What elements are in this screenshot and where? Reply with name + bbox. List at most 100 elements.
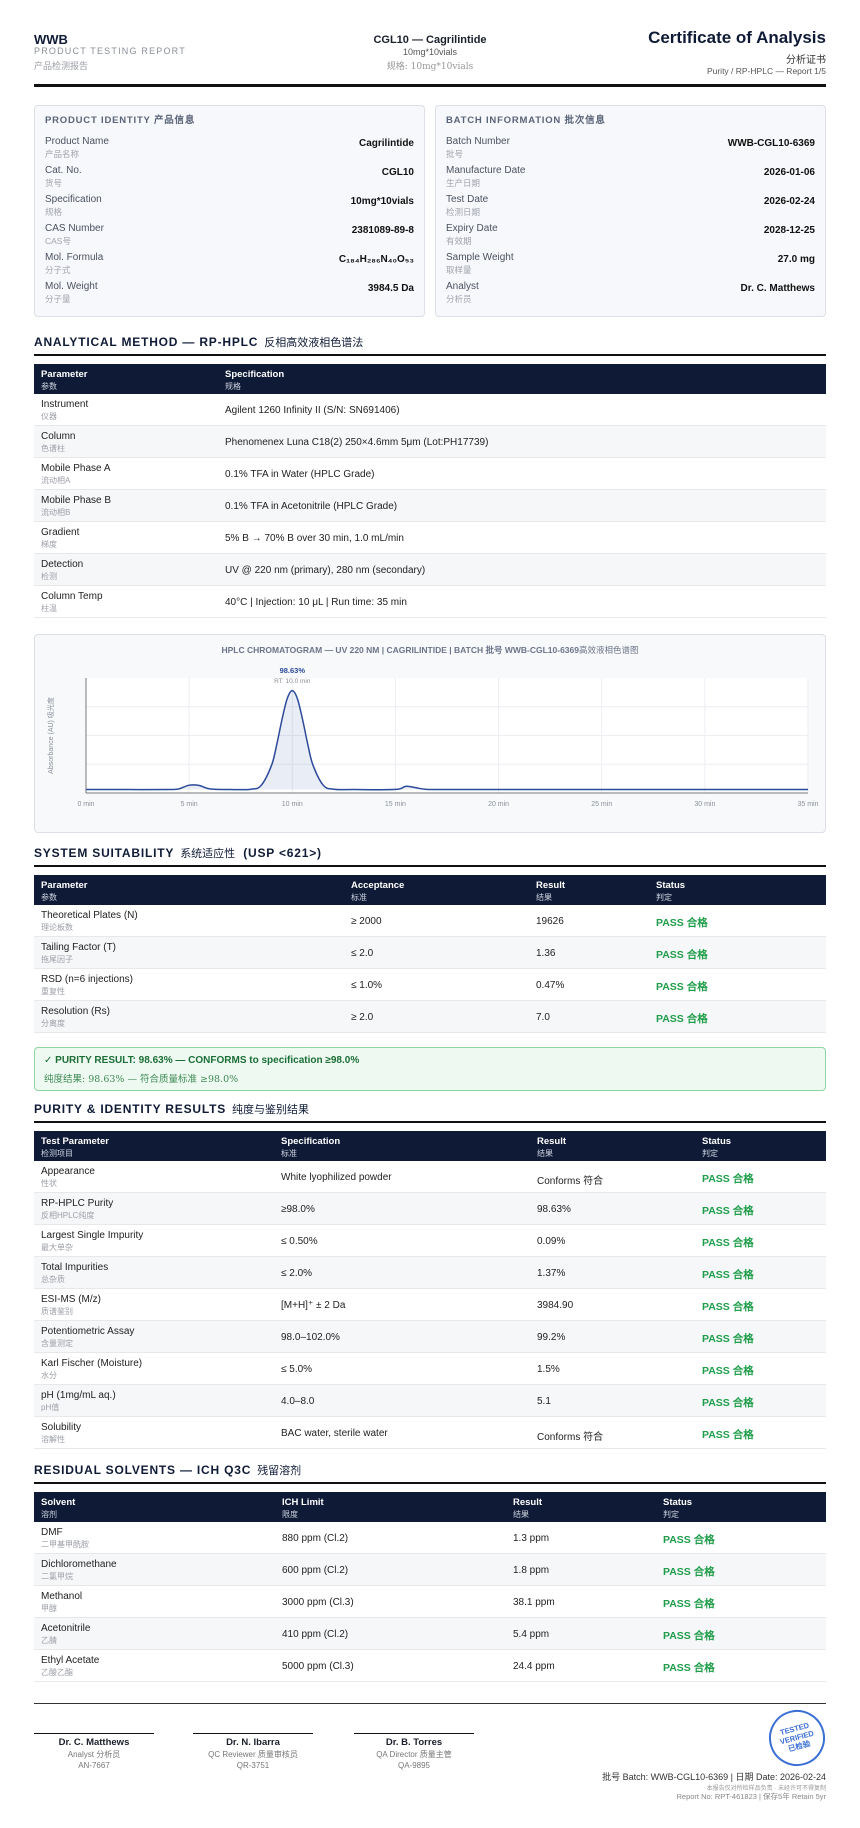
- header-cn: 规格: [225, 382, 241, 391]
- header-cn: 结果: [536, 893, 552, 902]
- info-label: Expiry Date: [446, 223, 498, 234]
- info-value: CGL10: [381, 167, 414, 178]
- analytical-method: ANALYTICAL METHOD — RP-HPLC 反相高效液相色谱法 Para…: [34, 332, 826, 618]
- cell: ≤ 5.0%: [281, 1364, 313, 1375]
- row-label-cn: 含量测定: [41, 1339, 73, 1348]
- cell: BAC water, sterile water: [281, 1428, 388, 1439]
- info-value: 10mg*10vials: [350, 196, 414, 207]
- info-row: Mol. Formula 分子式 C₁₈₄H₂₈₆N₄₀O₅₃: [45, 252, 414, 281]
- info-row: Sample Weight 取样量 27.0 mg: [446, 252, 815, 281]
- signature: Dr. C. Matthews Analyst 分析员 AN-7667: [34, 1733, 154, 1770]
- header: WWB PRODUCT TESTING REPORT 产品检测报告 CGL10 …: [34, 0, 826, 87]
- header-en: Parameter: [41, 880, 88, 891]
- info-label-cn: 生产日期: [446, 178, 481, 188]
- subtitle: PRODUCT TESTING REPORT: [34, 46, 186, 56]
- box-title: PRODUCT IDENTITY 产品信息: [45, 115, 196, 126]
- header-cn: 限度: [282, 1510, 298, 1519]
- cell: 5% B → 70% B over 30 min, 1.0 mL/min: [225, 533, 404, 544]
- info-value: 2026-02-24: [763, 196, 815, 207]
- chart-title: HPLC CHROMATOGRAM — UV 220 NM | CAGRILIN…: [221, 645, 638, 655]
- signer-role: Analyst 分析员: [67, 1750, 121, 1759]
- footer-note: 本报告仅对所检样品负责 · 未经许可不得复制: [706, 1786, 826, 1792]
- info-label: Test Date: [446, 194, 489, 205]
- row-label: Acetonitrile 乙腈: [41, 1618, 90, 1646]
- header-cell: Status 判定: [702, 1136, 731, 1159]
- signer-name: Dr. C. Matthews: [58, 1737, 130, 1748]
- info-label: Product Name: [45, 136, 109, 147]
- footer-batch: 批号 Batch: WWB-CGL10-6369 | 日期 Date: 2026…: [602, 1772, 826, 1782]
- row-label: Column Temp 柱温: [41, 586, 103, 614]
- table-row: Column 色谱柱 Phenomenex Luna C18(2) 250×4.6m…: [34, 426, 826, 458]
- info-label-cn: 分子量: [45, 294, 71, 304]
- cell: 5000 ppm (Cl.3): [282, 1661, 354, 1672]
- cell: 7.0: [536, 1012, 550, 1023]
- x-tick-label: 35 min: [797, 801, 818, 808]
- x-tick-label: 20 min: [488, 801, 509, 808]
- table-row: DMF 二甲基甲酰胺 880 ppm (Cl.2) 1.3 ppm PASS 合格: [34, 1522, 826, 1554]
- cell: 1.36: [536, 948, 556, 959]
- header-en: Acceptance: [351, 880, 405, 891]
- header-en: Parameter: [41, 369, 88, 380]
- cell: Phenomenex Luna C18(2) 250×4.6mm 5μm (Lo…: [225, 437, 489, 448]
- status: PASS 合格: [702, 1429, 754, 1441]
- signer-name: Dr. B. Torres: [385, 1737, 443, 1748]
- signer-role: QC Reviewer 质量审核员: [208, 1750, 298, 1759]
- row-label-en: Tailing Factor (T): [41, 942, 117, 953]
- row-label: Instrument 仪器: [41, 394, 88, 422]
- status: PASS 合格: [702, 1333, 754, 1345]
- header-cell: Result 结果: [513, 1497, 542, 1520]
- info-label: CAS Number: [45, 223, 104, 234]
- report-line: Purity / RP-HPLC — Report 1/5: [706, 66, 826, 76]
- header-cn: 结果: [513, 1510, 529, 1519]
- document: WWB PRODUCT TESTING REPORT 产品检测报告 CGL10 …: [34, 0, 826, 1682]
- row-label-en: Acetonitrile: [41, 1623, 91, 1634]
- info-value: 2381089-89-8: [351, 225, 414, 236]
- product: CGL10 — Cagrilintide: [373, 34, 487, 46]
- cell: 3984.90: [537, 1300, 574, 1311]
- status: PASS 合格: [656, 1013, 708, 1025]
- cell: White lyophilized powder: [281, 1172, 392, 1183]
- table: Solvent 溶剂 ICH Limit 限度 Result 结果 Status 判定 DMF 二…: [34, 1492, 826, 1682]
- cell: Conforms 符合: [537, 1176, 604, 1187]
- info-row: Manufacture Date 生产日期 2026-01-06: [446, 165, 815, 194]
- info-label-cn: CAS号: [45, 236, 71, 246]
- header-cell: Test Parameter 检测项目: [41, 1136, 109, 1159]
- info-row: Test Date 检测日期 2026-02-24: [446, 194, 815, 223]
- status: PASS 合格: [663, 1598, 715, 1610]
- header-en: Status: [702, 1136, 732, 1147]
- cell: UV @ 220 nm (primary), 280 nm (secondary…: [225, 565, 426, 576]
- header-cell: Status 判定: [656, 880, 685, 903]
- info-label-cn: 产品名称: [45, 149, 80, 159]
- residual-solvents: RESIDUAL SOLVENTS — ICH Q3C 残留溶剂 Solvent 溶剂…: [34, 1460, 826, 1682]
- row-label: pH (1mg/mL aq.) pH值: [41, 1385, 116, 1413]
- purity-identity: PURITY & IDENTITY RESULTS 纯度与鉴别结果 Test Par…: [34, 1099, 826, 1449]
- header-cn: 参数: [41, 893, 57, 902]
- table-row: Gradient 梯度 5% B → 70% B over 30 min, 1.0 …: [34, 522, 826, 554]
- cell: 1.5%: [537, 1364, 560, 1375]
- info-row: Product Name 产品名称 Cagrilintide: [45, 136, 414, 165]
- cell: 410 ppm (Cl.2): [282, 1629, 349, 1640]
- footer-report: Report No: RPT-461823 | 保存5年 Retain 5yr: [676, 1792, 826, 1801]
- chromatogram-trace: [86, 689, 808, 791]
- info-value: Cagrilintide: [358, 138, 414, 149]
- row-label: Ethyl Acetate 乙酸乙酯: [41, 1650, 99, 1678]
- status: PASS 合格: [663, 1534, 715, 1546]
- table-row: Column Temp 柱温 40°C | Injection: 10 μL | R…: [34, 586, 826, 618]
- cell: 1.8 ppm: [513, 1565, 550, 1576]
- row-label-en: Methanol: [41, 1591, 83, 1602]
- cell: 1.37%: [537, 1268, 566, 1279]
- row-label: Gradient 梯度: [41, 522, 79, 550]
- table-header: Solvent 溶剂 ICH Limit 限度 Result 结果 Status 判定: [34, 1492, 826, 1522]
- x-tick-label: 30 min: [694, 801, 715, 808]
- row-label-en: Potentiometric Assay: [41, 1326, 135, 1337]
- section-title-cn: 残留溶剂: [257, 1464, 302, 1477]
- header-en: ICH Limit: [282, 1497, 324, 1508]
- row-label: RP-HPLC Purity 反相HPLC纯度: [41, 1193, 113, 1221]
- cell: 98.63%: [537, 1204, 571, 1215]
- section-title-cn: 反相高效液相色谱法: [264, 336, 364, 349]
- info-row: Specification 规格 10mg*10vials: [45, 194, 414, 223]
- doc-title: Certificate of Analysis: [648, 28, 826, 47]
- table-row: Theoretical Plates (N) 理论板数 ≥ 2000 19626 PAS…: [34, 905, 826, 937]
- status: PASS 合格: [702, 1301, 754, 1313]
- info-label-cn: 规格: [45, 207, 63, 217]
